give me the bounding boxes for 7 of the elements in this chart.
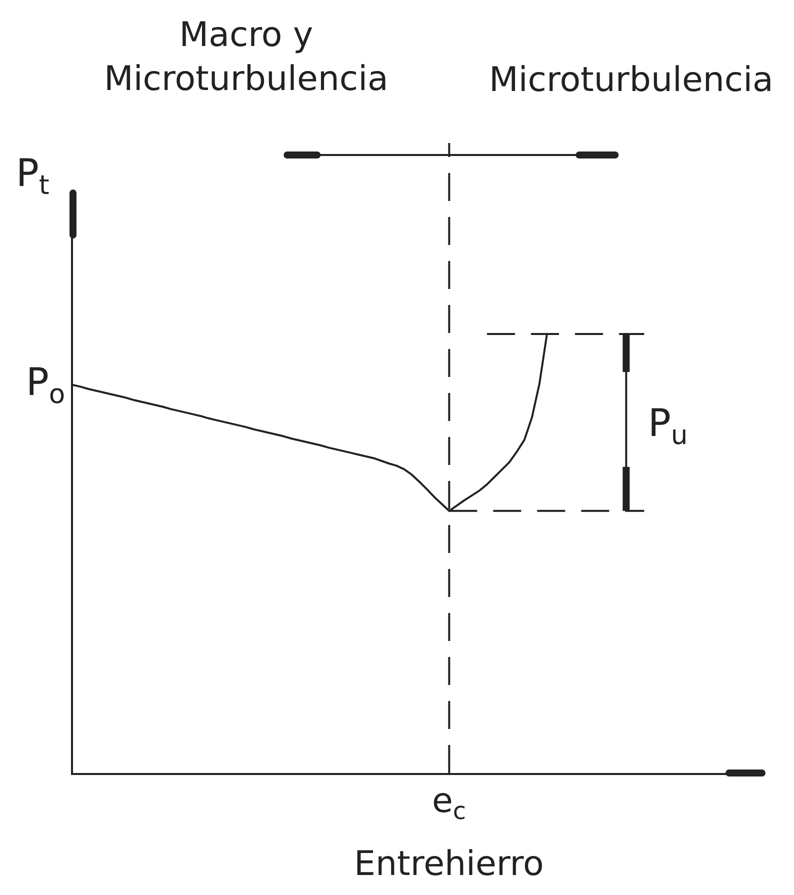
text: Macro y Microturbulencia: [104, 15, 388, 100]
x-axis-title: Entrehierro: [354, 844, 544, 884]
y-axis-title: P$_{t}$: [16, 151, 50, 201]
text: P$_{o}$: [26, 360, 66, 410]
text: e$_{c}$: [432, 781, 466, 826]
text: Microturbulencia: [489, 60, 774, 100]
text: P$_{u}$: [648, 401, 688, 451]
